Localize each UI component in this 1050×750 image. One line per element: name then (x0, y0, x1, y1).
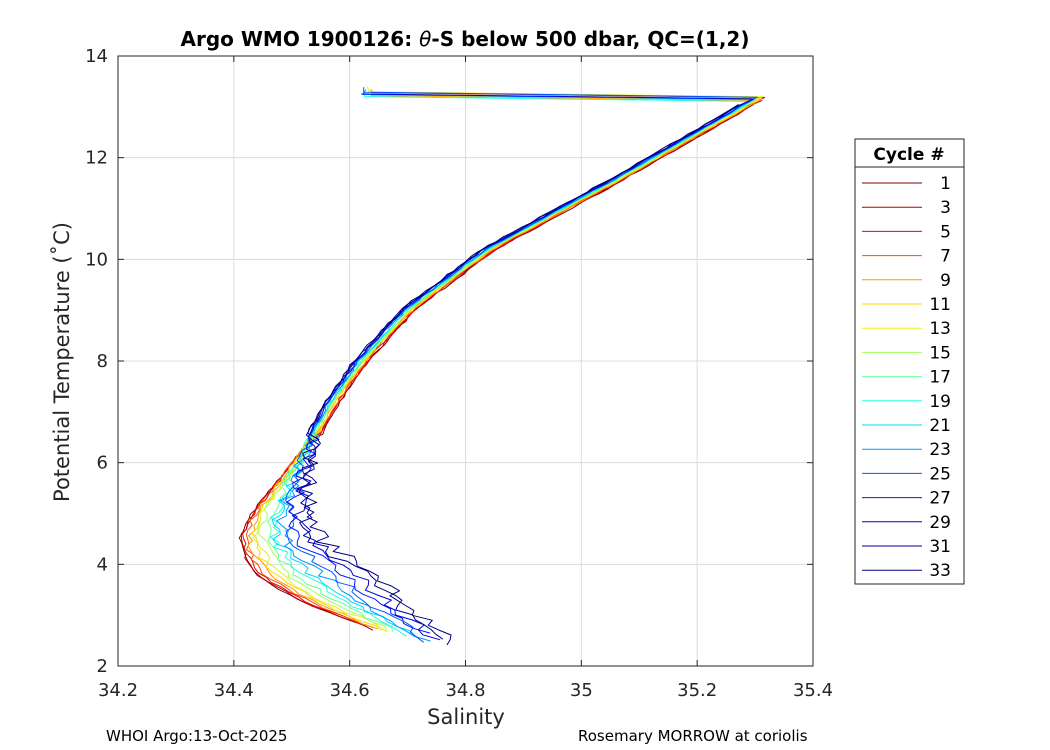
footer-left: WHOI Argo:13-Oct-2025 (106, 727, 287, 745)
legend-label: 1 (940, 174, 951, 194)
y-tick-label: 8 (97, 351, 108, 372)
y-tick-label: 10 (85, 249, 108, 270)
y-axis-label: Potential Temperature (˚C) (50, 222, 74, 502)
y-tick-label: 12 (85, 148, 108, 169)
series-lines (238, 86, 766, 646)
legend-label: 23 (929, 440, 951, 460)
legend-label: 7 (940, 247, 951, 267)
x-tick-label: 34.4 (214, 680, 254, 701)
y-tick-label: 6 (97, 453, 108, 474)
legend-title: Cycle # (873, 145, 944, 165)
series-line-cycle-19 (269, 91, 752, 637)
legend-label: 15 (929, 343, 951, 363)
legend-label: 13 (929, 319, 951, 339)
legend-box (854, 138, 965, 585)
x-tick-label: 35.2 (677, 680, 717, 701)
legend-label: 3 (940, 198, 951, 218)
legend-label: 5 (940, 222, 951, 242)
y-tick-label: 14 (85, 46, 108, 67)
legend-label: 17 (929, 368, 951, 388)
legend-label: 19 (929, 392, 951, 412)
x-tick-label: 35 (570, 680, 593, 701)
legend-label: 11 (929, 295, 951, 315)
series-line-cycle-29 (291, 93, 754, 641)
series-line-cycle-3 (240, 99, 763, 631)
series-line-cycle-33 (298, 103, 739, 646)
chart-title: Argo WMO 1900126: θ-S below 500 dbar, QC… (181, 27, 750, 51)
x-tick-label: 35.4 (793, 680, 833, 701)
legend-label: 27 (929, 489, 951, 509)
y-tick-label: 4 (97, 554, 108, 575)
legend-label: 31 (929, 537, 951, 557)
x-tick-label: 34.6 (330, 680, 370, 701)
legend-label: 33 (929, 561, 951, 581)
legend-label: 25 (929, 464, 951, 484)
series-line-cycle-25 (285, 87, 758, 643)
legend-label: 21 (929, 416, 951, 436)
footer-right: Rosemary MORROW at coriolis (578, 727, 808, 745)
x-tick-label: 34.8 (445, 680, 485, 701)
legend-label: 9 (940, 271, 951, 291)
y-tick-label: 2 (97, 656, 108, 677)
x-axis-label: Salinity (427, 705, 505, 729)
axis-ticks: 34.2 34.4 34.6 34.8 35 35.2 35.4 2 4 6 8 10 12 14 (85, 46, 833, 701)
x-tick-label: 34.2 (98, 680, 138, 701)
legend-label: 29 (929, 513, 951, 533)
grid-lines (118, 56, 813, 666)
